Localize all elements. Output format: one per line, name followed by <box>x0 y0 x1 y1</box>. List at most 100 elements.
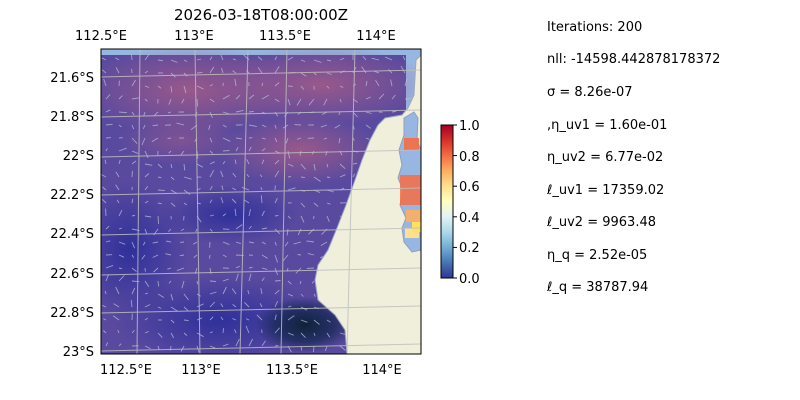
velocity-arrow <box>222 254 227 258</box>
velocity-arrow <box>183 319 189 322</box>
velocity-arrow <box>196 163 204 168</box>
velocity-arrow <box>352 173 356 178</box>
velocity-arrow <box>180 150 185 156</box>
velocity-arrow <box>261 227 268 230</box>
velocity-arrow <box>167 267 172 270</box>
velocity-arrow <box>300 163 306 170</box>
velocity-arrow <box>261 82 264 87</box>
velocity-arrow <box>287 315 295 321</box>
velocity-arrow <box>274 56 278 61</box>
velocity-arrow <box>118 275 125 282</box>
velocity-arrow <box>131 150 139 155</box>
velocity-arrow <box>165 253 172 256</box>
stat-eta-uv1: ,η_uv1 = 1.60e-01 <box>547 118 668 133</box>
velocity-arrow <box>361 66 367 74</box>
velocity-arrow <box>326 85 330 89</box>
velocity-arrow <box>274 214 279 217</box>
velocity-arrow <box>338 111 341 116</box>
velocity-arrow <box>222 278 229 282</box>
velocity-arrow <box>101 57 107 61</box>
velocity-arrow <box>115 171 120 178</box>
velocity-arrow <box>241 186 250 191</box>
lat-label: 21.6°S <box>50 71 94 86</box>
velocity-arrow <box>131 137 138 144</box>
velocity-arrow <box>245 318 250 321</box>
colorbar-tick: 0.8 <box>459 150 480 165</box>
velocity-arrow <box>300 215 305 223</box>
velocity-arrow <box>105 274 110 282</box>
colorbar-tick: 0.0 <box>459 272 480 287</box>
velocity-arrow <box>287 215 292 220</box>
velocity-arrow <box>313 176 321 182</box>
velocity-arrow <box>130 299 133 308</box>
velocity-arrow <box>131 329 135 334</box>
velocity-arrow <box>221 185 224 191</box>
velocity-arrow <box>232 172 237 178</box>
velocity-arrow <box>183 189 191 195</box>
velocity-arrow <box>220 54 224 61</box>
velocity-arrow <box>274 98 280 103</box>
top-longitude-labels: 112.5°E 113°E 113.5°E 114°E <box>75 29 396 44</box>
velocity-arrow <box>167 137 172 139</box>
velocity-arrow <box>296 98 302 106</box>
velocity-arrow <box>274 314 277 321</box>
velocity-arrow <box>209 254 211 259</box>
velocity-arrow <box>308 98 315 106</box>
velocity-arrow <box>144 53 150 61</box>
velocity-arrow <box>196 332 204 338</box>
velocity-arrow <box>232 187 237 191</box>
velocity-arrow <box>101 69 107 74</box>
velocity-arrow <box>181 280 185 289</box>
velocity-arrow <box>402 56 406 61</box>
velocity-arrow <box>261 254 268 259</box>
velocity-arrow <box>157 202 162 205</box>
velocity-arrow <box>183 306 189 311</box>
velocity-arrow <box>385 56 393 61</box>
velocity-arrow <box>235 224 243 230</box>
velocity-arrow <box>248 124 257 127</box>
velocity-arrow <box>192 241 198 245</box>
stat-ell-uv2: ℓ_uv2 = 9963.48 <box>547 215 656 230</box>
velocity-arrow <box>234 159 237 165</box>
velocity-arrow <box>144 228 148 234</box>
velocity-arrow <box>306 240 315 243</box>
velocity-arrow <box>300 59 306 62</box>
velocity-arrow <box>115 286 120 295</box>
velocity-arrow <box>102 186 107 191</box>
velocity-arrow <box>287 332 294 336</box>
velocity-arrow <box>118 267 123 270</box>
velocity-arrow <box>141 254 146 260</box>
velocity-arrow <box>183 293 189 301</box>
velocity-arrow <box>118 147 127 152</box>
velocity-arrow <box>131 54 133 61</box>
velocity-arrow <box>170 176 175 181</box>
velocity-arrow <box>326 176 331 178</box>
velocity-arrow <box>144 163 153 166</box>
velocity-arrow <box>196 58 202 61</box>
velocity-arrow <box>306 267 315 269</box>
velocity-arrow <box>101 198 107 204</box>
latitude-labels: 21.6°S 21.8°S 22°S 22.2°S 22.4°S 22.6°S … <box>50 71 94 360</box>
velocity-arrow <box>274 280 281 282</box>
velocity-arrow <box>235 94 241 100</box>
velocity-arrow <box>157 280 160 287</box>
velocity-arrow <box>157 189 165 192</box>
velocity-arrow <box>260 288 263 295</box>
velocity-arrow <box>362 56 367 61</box>
velocity-arrow <box>326 332 331 338</box>
stat-sigma: σ = 8.26e-07 <box>547 85 633 100</box>
velocity-arrow <box>118 343 122 347</box>
velocity-arrow <box>260 187 263 191</box>
velocity-arrow <box>326 319 331 323</box>
velocity-arrow <box>261 340 266 347</box>
velocity-arrow <box>232 318 237 321</box>
velocity-arrow <box>222 124 227 128</box>
velocity-arrow <box>116 199 120 204</box>
velocity-arrow <box>222 343 229 347</box>
velocity-arrow <box>232 58 237 61</box>
velocity-arrow <box>112 315 120 321</box>
velocity-arrow <box>118 159 121 165</box>
velocity-arrow <box>179 254 185 257</box>
velocity-arrow <box>144 292 149 295</box>
velocity-arrow <box>313 59 322 63</box>
